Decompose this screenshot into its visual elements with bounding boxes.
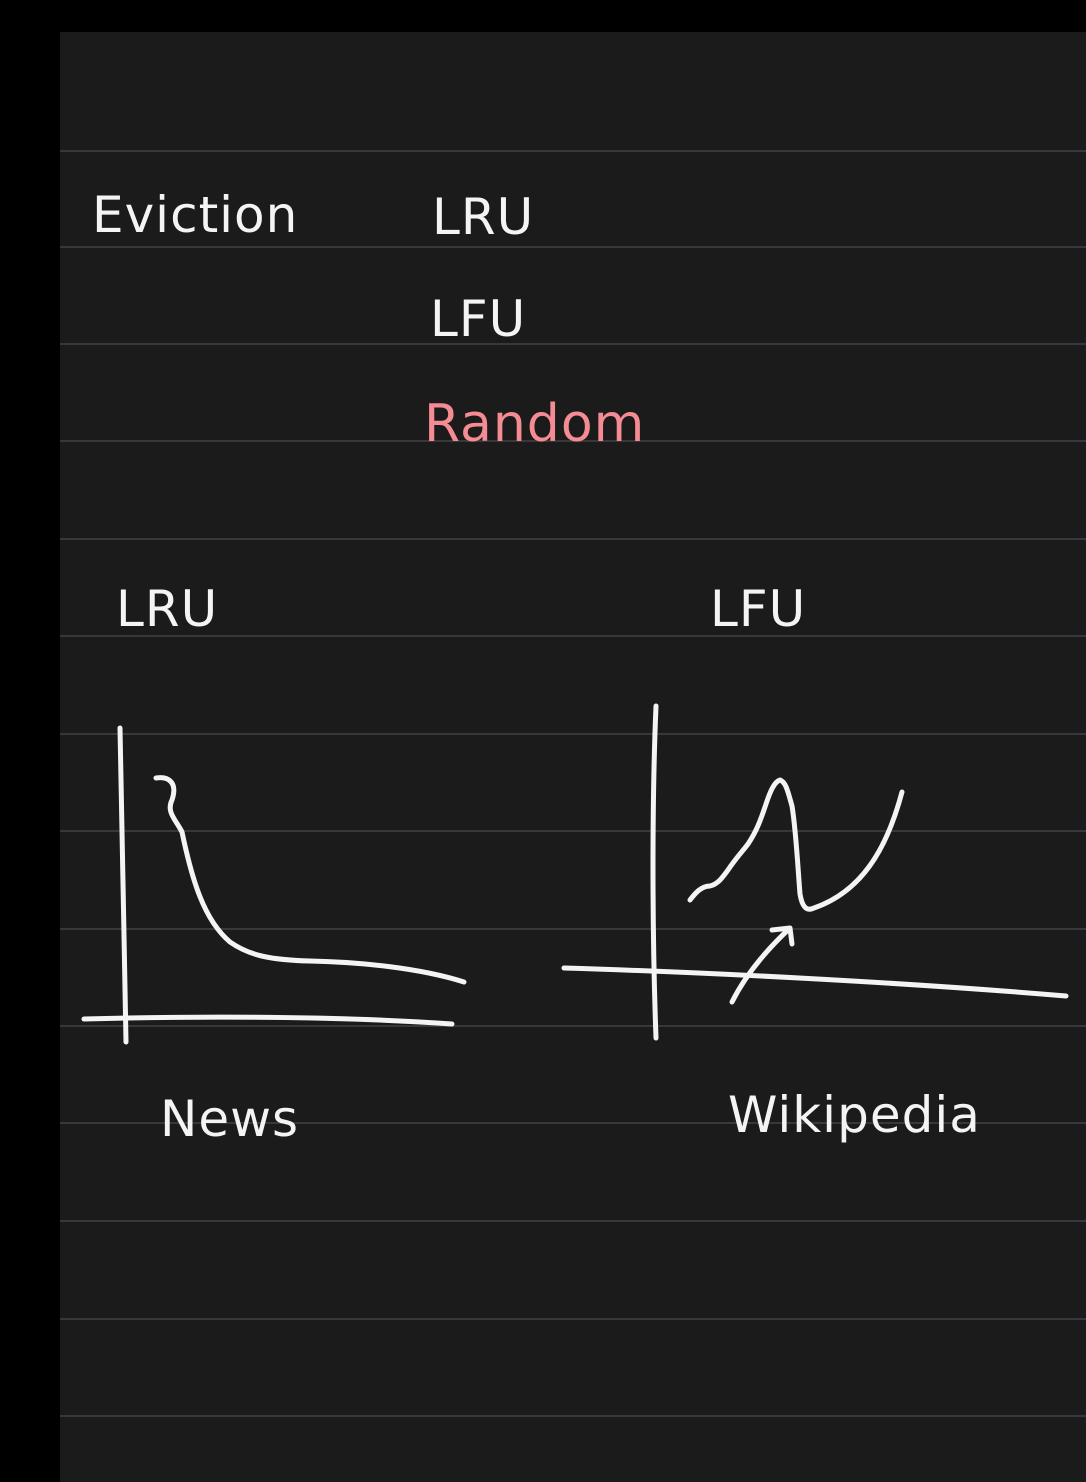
note-page: [60, 32, 1086, 1482]
lru-decay-curve: [153, 775, 467, 985]
ruled-line: [60, 830, 1086, 832]
ruled-line: [60, 635, 1086, 637]
ruled-line: [60, 1415, 1086, 1417]
lfu-frequency-curve: [687, 777, 905, 912]
sketch-caption-news: News: [160, 1090, 300, 1148]
lru-sketch: [81, 725, 467, 1045]
ruled-line: [60, 1318, 1086, 1320]
ruled-line: [60, 928, 1086, 930]
sketch-title-lru: LRU: [116, 580, 219, 638]
ruled-line: [60, 1122, 1086, 1124]
ruled-line: [60, 733, 1086, 735]
option-lfu: LFU: [430, 290, 527, 348]
ruled-line: [60, 440, 1086, 442]
lfu-annotation-arrow: [729, 925, 795, 1005]
lfu-y-axis: [650, 703, 659, 1041]
sketch-title-lfu: LFU: [710, 580, 807, 638]
lru-x-axis: [81, 1014, 455, 1027]
ruled-line: [60, 1220, 1086, 1222]
ruled-line: [60, 150, 1086, 152]
heading-eviction: Eviction: [92, 186, 299, 244]
lfu-x-axis: [561, 965, 1069, 999]
lru-y-axis: [117, 725, 129, 1045]
ruled-line: [60, 538, 1086, 540]
option-random: Random: [424, 394, 646, 454]
ruled-line: [60, 246, 1086, 248]
option-lru: LRU: [432, 188, 535, 246]
ruled-line: [60, 343, 1086, 345]
sketch-caption-wikipedia: Wikipedia: [728, 1086, 981, 1144]
lfu-sketch: [561, 703, 1069, 1041]
ruled-line: [60, 1025, 1086, 1027]
